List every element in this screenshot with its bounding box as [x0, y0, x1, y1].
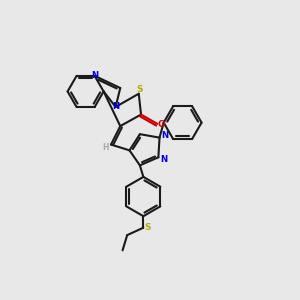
Text: S: S — [145, 223, 151, 232]
Text: N: N — [112, 102, 119, 111]
Text: O: O — [158, 120, 166, 129]
Text: N: N — [160, 154, 167, 164]
Text: N: N — [91, 71, 98, 80]
Text: H: H — [103, 143, 109, 152]
Text: N: N — [161, 131, 168, 140]
Text: S: S — [136, 85, 142, 94]
